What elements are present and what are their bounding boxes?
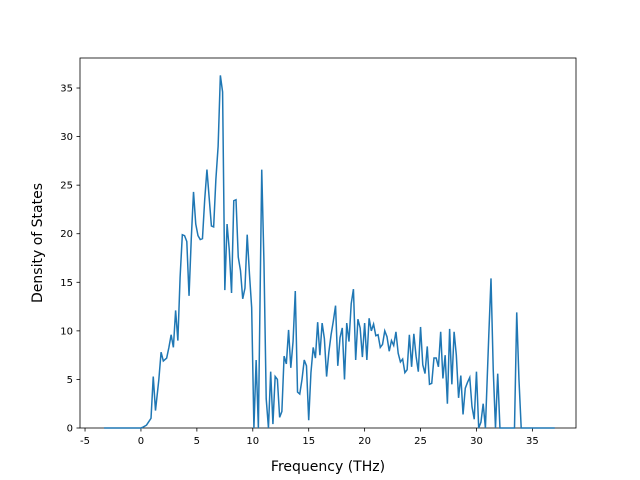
x-tick-label: 35 [526, 436, 539, 447]
x-tick-label: 10 [246, 436, 259, 447]
x-axis-label: Frequency (THz) [271, 459, 385, 475]
y-tick-label: 20 [60, 229, 73, 240]
y-tick-label: 10 [60, 326, 73, 337]
x-tick-label: 20 [358, 436, 371, 447]
y-tick-label: 5 [67, 375, 73, 386]
y-tick-label: 30 [60, 132, 73, 143]
y-tick-label: 15 [60, 278, 73, 289]
y-tick-label: 25 [60, 181, 73, 192]
x-tick-label: -5 [80, 436, 90, 447]
x-tick-label: 5 [194, 436, 200, 447]
x-tick-label: 30 [470, 436, 483, 447]
data-line [104, 75, 555, 429]
y-axis-label: Density of States [30, 183, 46, 303]
x-tick-label: 25 [414, 436, 427, 447]
x-tick-label: 0 [138, 436, 144, 447]
y-tick-label: 35 [60, 84, 73, 95]
x-tick-label: 15 [302, 436, 315, 447]
plot-frame [79, 57, 577, 429]
y-tick-label: 0 [67, 424, 73, 435]
